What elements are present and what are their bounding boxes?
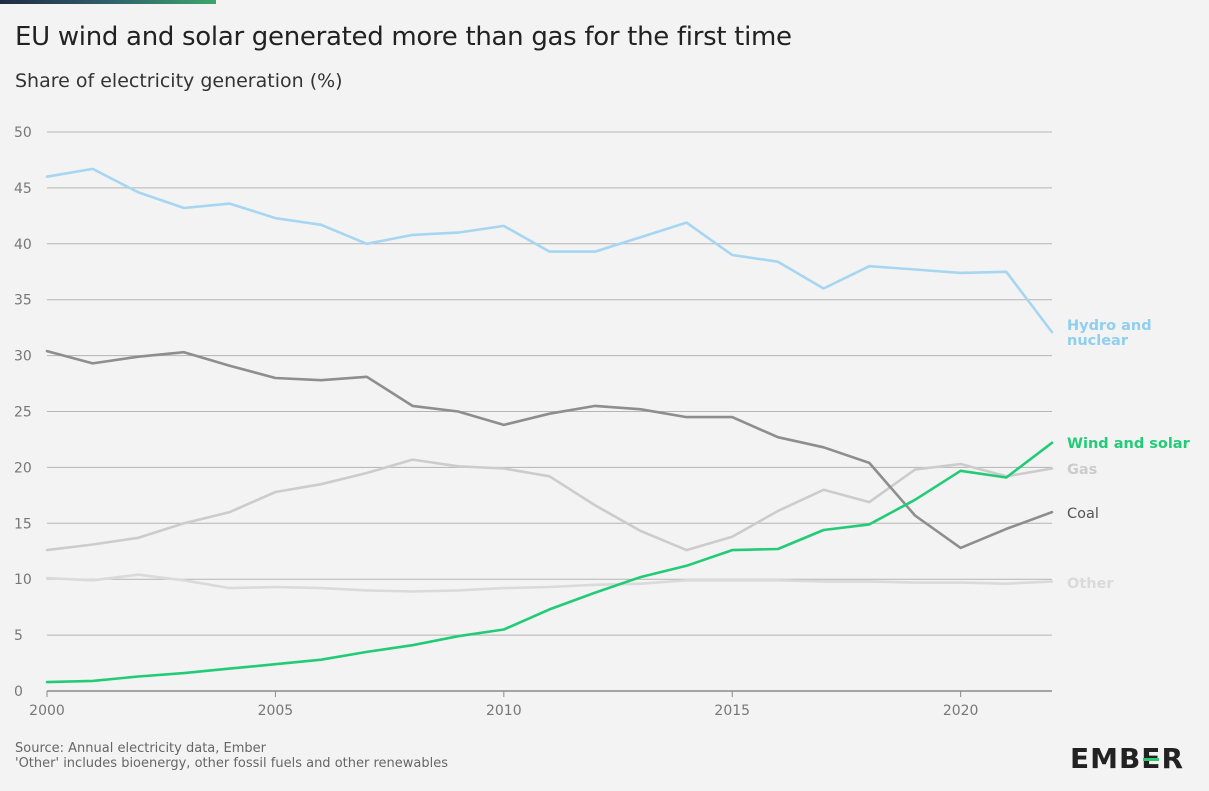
x-tick-label: 2010 — [486, 703, 522, 719]
series-label-wind-and-solar: Wind and solar — [1067, 436, 1191, 452]
chart-subtitle: Share of electricity generation (%) — [15, 70, 343, 92]
series-line-other — [45, 573, 1054, 593]
x-tick-label: 2005 — [258, 703, 294, 719]
y-tick-label: 15 — [14, 516, 32, 532]
series-label-gas: Gas — [1067, 462, 1097, 478]
series-line-wind-and-solar — [45, 441, 1054, 684]
source-note: Source: Annual electricity data, Ember — [15, 741, 266, 756]
x-tick-label: 2015 — [714, 703, 750, 719]
ember-logo: EMBER — [1069, 742, 1184, 775]
y-tick-label: 40 — [14, 237, 32, 253]
series-label-coal: Coal — [1067, 506, 1099, 522]
y-tick-label: 10 — [14, 572, 32, 588]
y-tick-label: 30 — [14, 349, 32, 365]
y-tick-label: 20 — [14, 460, 32, 476]
series-label-hydro-and-nuclear: Hydro and nuclear — [1067, 318, 1152, 349]
series-line-gas — [45, 458, 1054, 552]
y-tick-label: 35 — [14, 293, 32, 309]
x-tick-label: 2000 — [29, 703, 65, 719]
y-tick-label: 0 — [14, 684, 23, 700]
chart-title: EU wind and solar generated more than ga… — [15, 22, 792, 52]
other-definition-note: 'Other' includes bioenergy, other fossil… — [15, 756, 448, 771]
y-tick-label: 50 — [14, 125, 32, 141]
y-tick-label: 5 — [14, 628, 23, 644]
y-tick-label: 25 — [14, 405, 32, 421]
series-line-coal — [45, 349, 1054, 550]
y-tick-label: 45 — [14, 181, 32, 197]
brand-accent-bar — [0, 0, 216, 4]
chart-footer: Source: Annual electricity data, Ember '… — [15, 741, 448, 771]
series-line-hydro-and-nuclear — [45, 167, 1054, 334]
x-tick-label: 2020 — [943, 703, 979, 719]
series-label-other: Other — [1067, 576, 1114, 592]
